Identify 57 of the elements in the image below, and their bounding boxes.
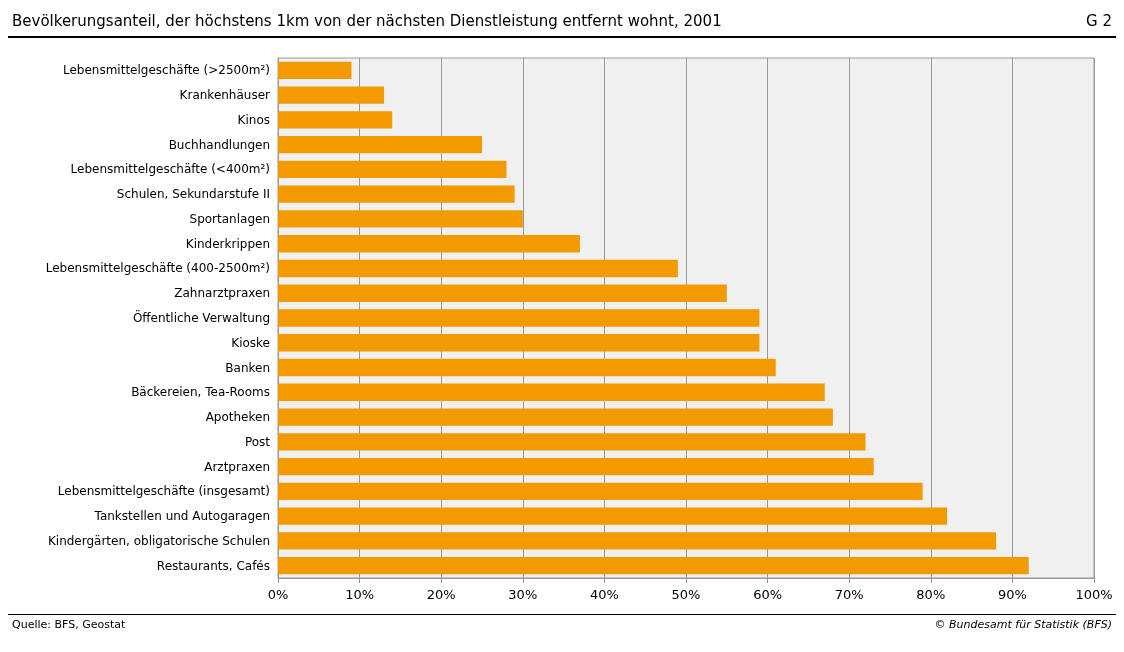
y-tick-label: Kindergärten, obligatorische Schulen <box>47 533 270 548</box>
source-note: Quelle: BFS, Geostat <box>12 618 126 631</box>
x-tick-label: 10% <box>345 587 375 602</box>
bar <box>278 334 760 352</box>
bar <box>278 433 866 451</box>
bar <box>278 507 948 525</box>
bar <box>278 235 580 253</box>
y-tick-label: Kinderkrippen <box>185 236 270 251</box>
y-tick-label: Kinos <box>237 112 270 127</box>
bar <box>278 160 507 179</box>
x-tick-label: 20% <box>426 587 456 602</box>
y-tick-label: Banken <box>225 360 270 375</box>
bar <box>278 358 776 377</box>
bar <box>278 86 385 104</box>
bar <box>278 284 727 302</box>
y-tick-label: Krankenhäuser <box>179 88 271 103</box>
y-tick-label: Lebensmittelgeschäfte (insgesamt) <box>57 484 270 499</box>
chart-title: Bevölkerungsanteil, der höchstens 1km von der nächsten Dienstleistung entfernt wohnt, 2001 <box>12 12 722 30</box>
y-tick-label: Schulen, Sekundarstufe II <box>116 187 270 202</box>
x-tick-label: 30% <box>508 587 538 602</box>
x-tick-label: 40% <box>589 587 619 602</box>
bar <box>278 136 482 154</box>
y-tick-label: Zahnarztpraxen <box>174 286 270 301</box>
x-tick-label: 100% <box>1075 587 1113 602</box>
y-tick-label: Lebensmittelgeschäfte (<400m²) <box>70 162 270 177</box>
x-tick-label: 90% <box>997 587 1027 602</box>
x-tick-label: 70% <box>834 587 864 602</box>
bar <box>278 185 515 203</box>
x-tick-label: 80% <box>916 587 946 602</box>
x-tick-label: 50% <box>671 587 701 602</box>
y-tick-label: Restaurants, Cafés <box>156 558 270 573</box>
bar <box>278 259 678 278</box>
bar <box>278 383 825 401</box>
y-tick-label: Lebensmittelgeschäfte (>2500m²) <box>62 63 270 78</box>
y-tick-label: Kioske <box>231 335 270 350</box>
x-tick-label: 60% <box>753 587 783 602</box>
y-tick-label: Tankstellen und Autogaragen <box>93 509 270 524</box>
bar <box>278 111 393 129</box>
text: G 2 <box>1086 12 1112 30</box>
y-tick-label: Öffentliche Verwaltung <box>132 309 270 325</box>
bar <box>278 309 760 327</box>
bar <box>278 482 923 500</box>
x-tick-label: 0% <box>267 587 289 602</box>
bar <box>278 532 997 550</box>
text: © Bundesamt für Statistik (BFS) <box>934 618 1112 631</box>
bar <box>278 210 523 228</box>
y-tick-label: Arztpraxen <box>204 459 270 474</box>
y-tick-label: Bäckereien, Tea-Rooms <box>131 385 270 400</box>
y-tick-label: Apotheken <box>205 410 270 425</box>
y-tick-label: Buchhandlungen <box>168 137 270 152</box>
y-tick-label: Lebensmittelgeschäfte (400-2500m²) <box>45 261 270 276</box>
bar <box>278 61 352 80</box>
bar <box>278 408 833 426</box>
y-tick-label: Sportanlagen <box>189 211 270 226</box>
bar <box>278 457 874 476</box>
y-tick-label: Post <box>244 434 271 449</box>
bar <box>278 556 1029 575</box>
